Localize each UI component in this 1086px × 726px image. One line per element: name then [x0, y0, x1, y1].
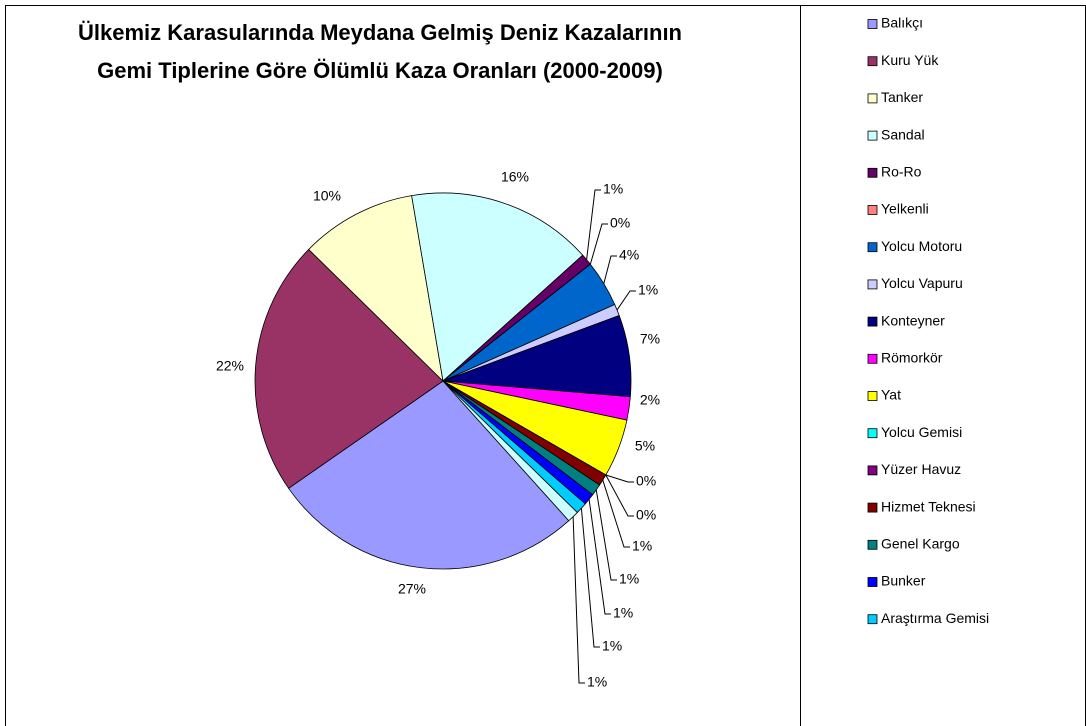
data-label: 1% — [613, 605, 633, 621]
legend-label: Yüzer Havuz — [881, 461, 961, 477]
data-label: 4% — [619, 247, 639, 263]
leader-line — [602, 479, 630, 548]
data-label: 1% — [603, 181, 623, 197]
legend-label: Balıkçı — [881, 15, 923, 31]
legend-label: Araştırma Gemisi — [881, 610, 989, 626]
legend-label: Yolcu Gemisi — [881, 424, 962, 440]
legend-label: Ro-Ro — [881, 164, 922, 180]
legend-swatch — [867, 614, 878, 625]
legend-label: Yelkenli — [881, 201, 929, 217]
data-label: 10% — [313, 188, 341, 204]
pie-slice — [288, 380, 570, 570]
legend-label: Konteyner — [881, 312, 945, 328]
data-label: 0% — [610, 215, 630, 231]
pie-slice — [254, 248, 444, 489]
legend-label: Genel Kargo — [881, 536, 960, 552]
legend-swatch — [867, 316, 878, 327]
legend-label: Yolcu Motoru — [881, 238, 962, 254]
legend-swatch — [867, 577, 878, 587]
legend-swatch — [867, 428, 878, 439]
leader-line — [605, 474, 634, 483]
data-label: 2% — [640, 392, 660, 408]
data-label: 27% — [398, 581, 426, 597]
leader-line — [586, 189, 601, 260]
data-label: 1% — [619, 571, 639, 587]
data-label: 1% — [638, 282, 658, 298]
legend-label: Bunker — [881, 573, 926, 589]
legend-swatch — [867, 465, 878, 476]
legend-swatch — [867, 56, 878, 67]
legend-swatch — [867, 19, 878, 29]
data-label: 0% — [636, 507, 656, 523]
leader-line — [605, 474, 634, 517]
data-label: 22% — [216, 358, 244, 374]
leader-line — [588, 499, 611, 615]
legend-label: Kuru Yük — [881, 52, 939, 68]
legend-swatch — [867, 242, 878, 253]
legend-label: Sandal — [881, 126, 925, 142]
chart-title: Ülkemiz Karasularında Meydana Gelmiş Den… — [78, 20, 682, 45]
legend-swatch — [867, 93, 878, 104]
data-label: 0% — [636, 473, 656, 489]
legend-label: Hizmet Teknesi — [881, 498, 976, 514]
leader-line — [616, 290, 636, 311]
legend-swatch — [867, 205, 878, 215]
data-label: 16% — [501, 169, 529, 185]
legend-label: Tanker — [881, 89, 923, 105]
legend-swatch — [867, 353, 878, 364]
legend-swatch — [867, 279, 878, 290]
leader-line — [572, 516, 585, 684]
data-label: 1% — [587, 674, 607, 690]
legend-swatch — [867, 130, 878, 141]
legend-swatch — [867, 539, 878, 550]
data-label: 1% — [632, 538, 652, 554]
legend-swatch — [867, 167, 878, 178]
legend-label: Yolcu Vapuru — [881, 275, 963, 291]
data-label: 5% — [635, 438, 655, 454]
legend-swatch — [867, 502, 878, 513]
leader-line — [595, 489, 617, 581]
chart-title: Gemi Tiplerine Göre Ölümlü Kaza Oranları… — [97, 58, 663, 83]
leader-line — [589, 223, 608, 265]
leader-line — [603, 255, 617, 284]
legend-label: Römorkör — [881, 350, 943, 366]
legend-swatch — [867, 391, 878, 401]
leader-line — [580, 508, 600, 648]
legend-label: Yat — [881, 387, 901, 403]
pie-slice — [308, 195, 444, 383]
data-label: 7% — [640, 331, 660, 347]
pie-slice — [411, 192, 584, 382]
data-label: 1% — [602, 638, 622, 654]
